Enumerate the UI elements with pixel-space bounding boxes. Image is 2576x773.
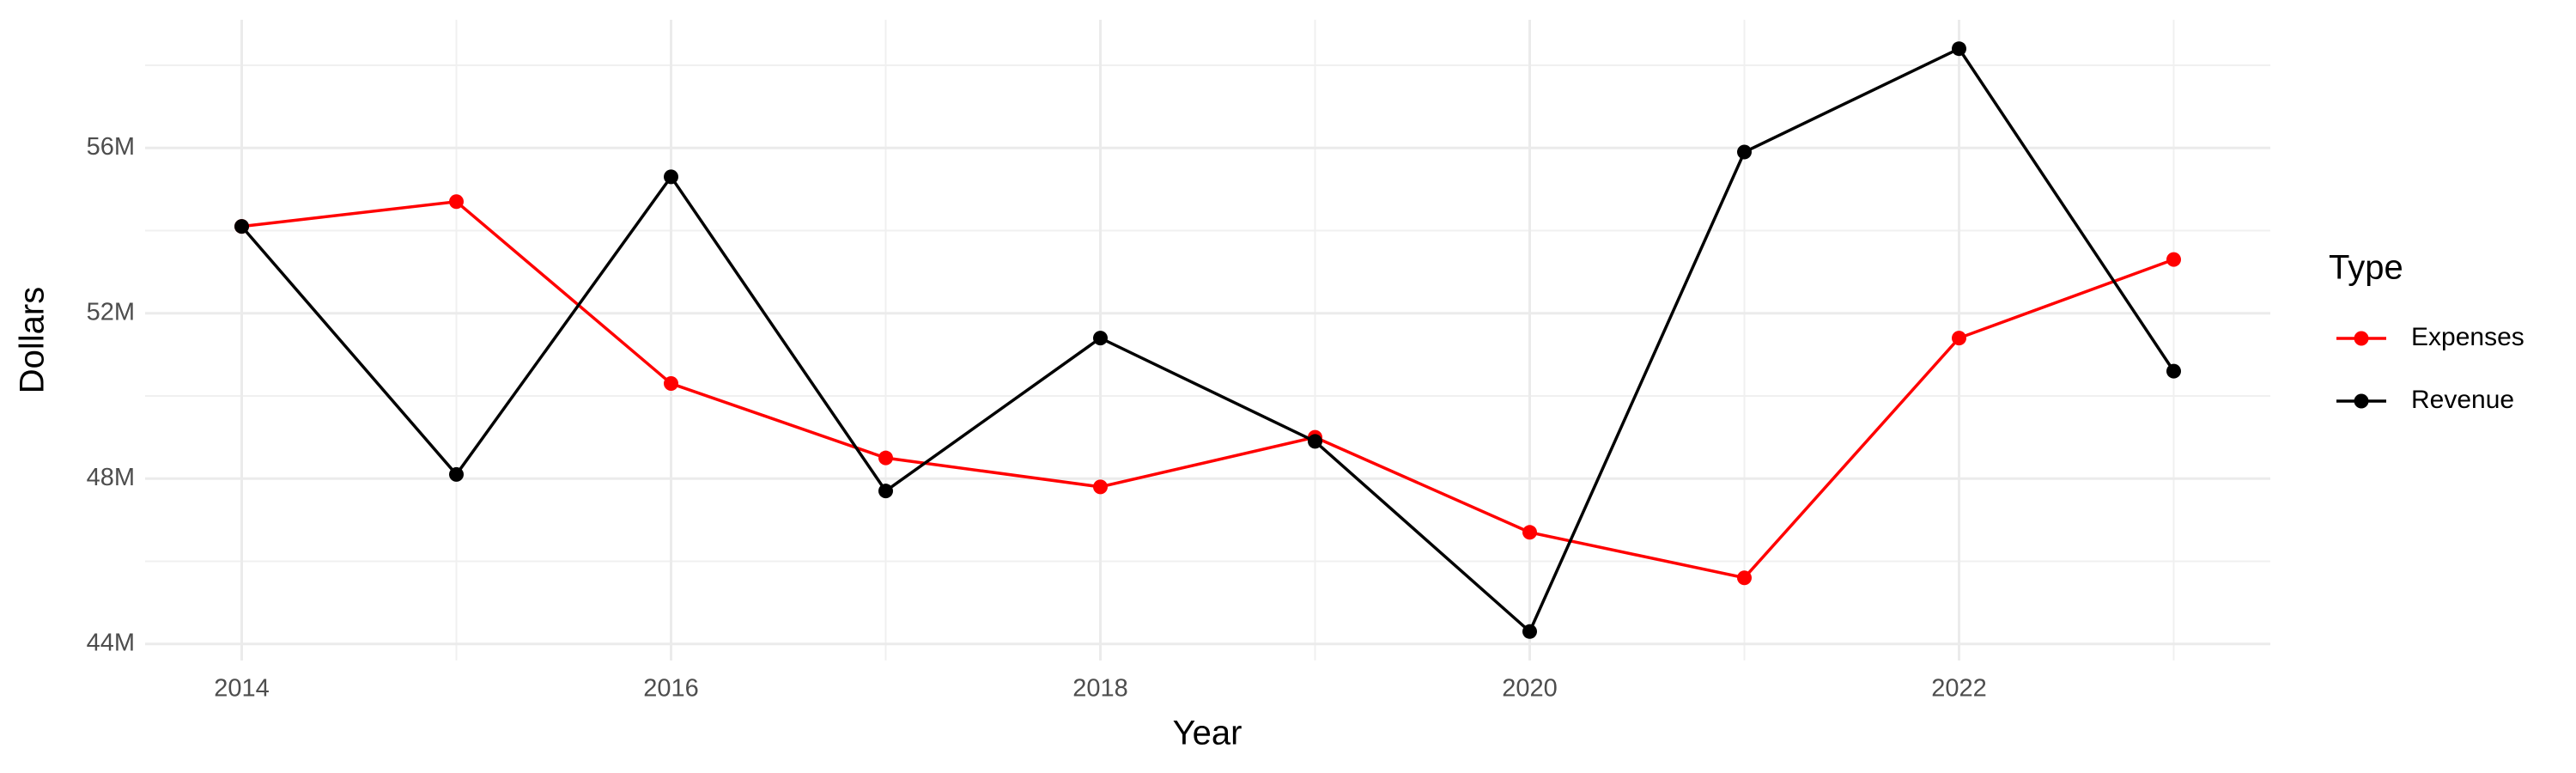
data-point bbox=[1308, 434, 1322, 449]
legend-title: Type bbox=[2329, 249, 2403, 287]
data-point bbox=[1522, 525, 1537, 540]
data-point bbox=[1952, 331, 1966, 346]
y-tick-label: 44M bbox=[87, 629, 135, 656]
data-point bbox=[1522, 624, 1537, 639]
legend-label: Revenue bbox=[2411, 386, 2514, 414]
series-line bbox=[241, 199, 2175, 580]
x-tick-label: 2022 bbox=[1931, 675, 1987, 703]
data-point bbox=[1093, 479, 1108, 495]
data-point bbox=[2166, 252, 2181, 267]
y-tick-label: 52M bbox=[87, 298, 135, 326]
x-tick-label: 2014 bbox=[214, 675, 270, 703]
y-axis-title: Dollars bbox=[14, 287, 52, 393]
data-point bbox=[1737, 144, 1752, 160]
data-point bbox=[878, 484, 893, 499]
x-tick-label: 2016 bbox=[643, 675, 699, 703]
y-tick-label: 56M bbox=[87, 133, 135, 161]
data-point bbox=[664, 169, 678, 185]
data-point bbox=[664, 376, 678, 392]
data-point bbox=[234, 219, 249, 234]
data-point bbox=[1737, 570, 1752, 586]
data-point bbox=[1952, 41, 1966, 57]
grid bbox=[145, 20, 2270, 660]
data-point bbox=[449, 194, 464, 210]
legend-key-point bbox=[2354, 331, 2369, 346]
data-point bbox=[449, 466, 464, 482]
data-point bbox=[2166, 363, 2181, 379]
data-point bbox=[1093, 331, 1108, 346]
legend-label: Expenses bbox=[2411, 323, 2524, 351]
x-tick-label: 2018 bbox=[1072, 675, 1128, 703]
data-point bbox=[878, 450, 893, 466]
x-axis-title: Year bbox=[1173, 715, 1242, 752]
y-tick-label: 48M bbox=[87, 464, 135, 491]
x-tick-label: 2020 bbox=[1502, 675, 1558, 703]
legend-key-point bbox=[2354, 393, 2369, 409]
series-line bbox=[240, 46, 2175, 635]
